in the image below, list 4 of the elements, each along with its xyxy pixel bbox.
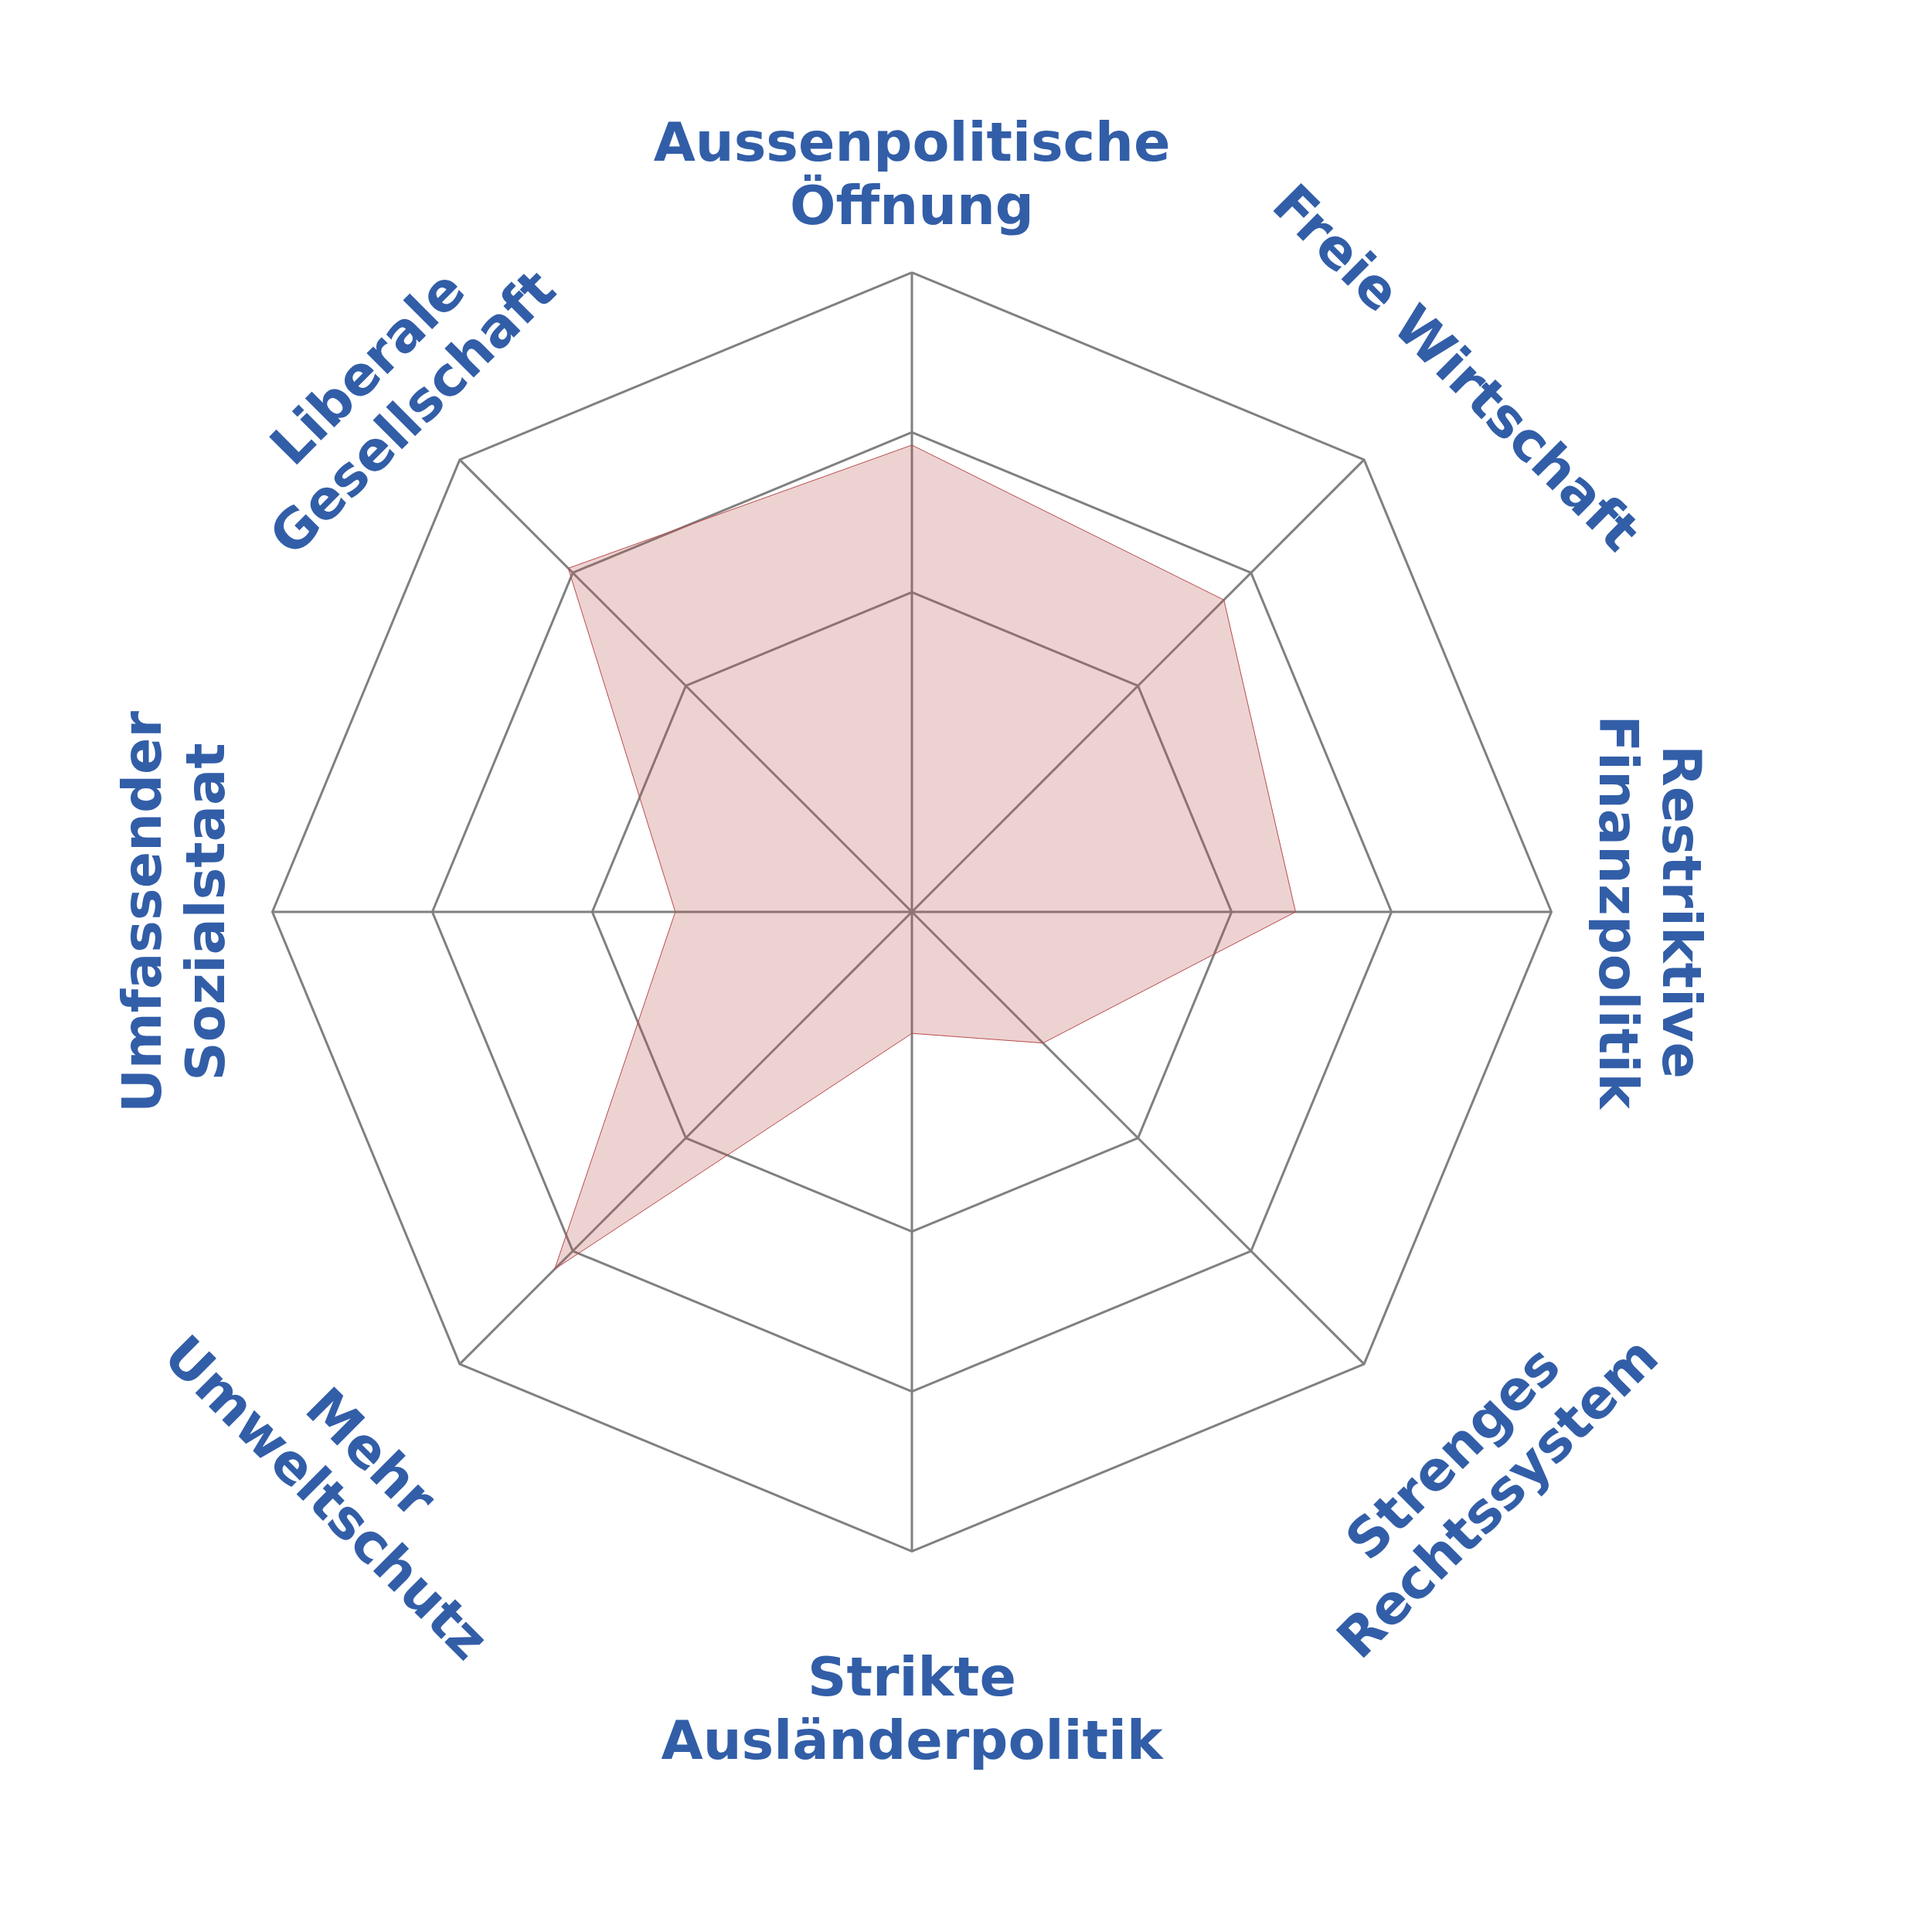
spoke-label: Strikte Ausländerpolitik [661,1645,1164,1772]
spoke-label: Aussenpolitische Öffnung [653,111,1171,238]
spoke-label: Umfassender Sozialstaat [111,710,238,1114]
spoke-label: Restriktive Finanzpolitik [1586,715,1713,1111]
